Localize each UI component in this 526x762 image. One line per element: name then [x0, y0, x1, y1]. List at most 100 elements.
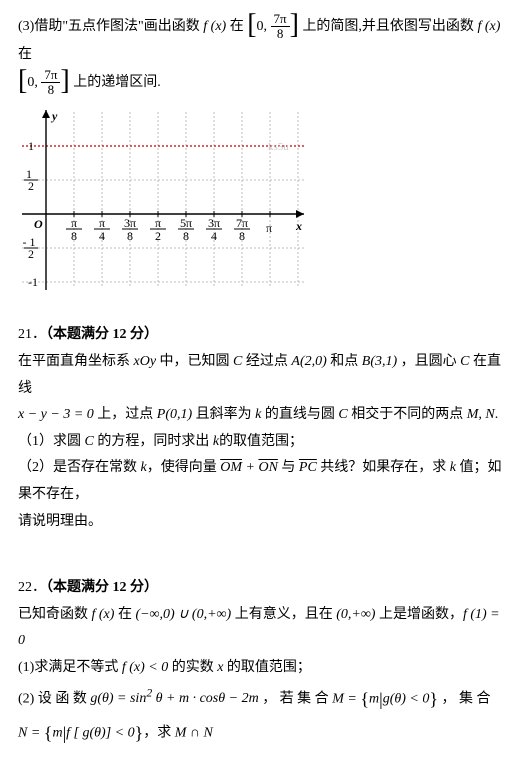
text: 与	[278, 460, 299, 475]
text: 的方程，同时求出	[94, 434, 213, 449]
text: (1)求满足不等式	[18, 660, 122, 675]
xoy: xOy	[134, 354, 157, 369]
svg-text:π: π	[155, 216, 161, 230]
domain: (−∞,0) ∪ (0,+∞)	[135, 607, 231, 622]
brace-r: }	[429, 689, 438, 709]
pc-vector: PC	[299, 460, 317, 475]
bracket-r: ]	[60, 67, 69, 95]
svg-text:8: 8	[239, 229, 245, 243]
brace-l: {	[360, 689, 369, 709]
q-num: 22．	[18, 580, 46, 595]
q22-l1: 已知奇函数 f (x) 在 (−∞,0) ∪ (0,+∞) 上有意义，且在 (0…	[18, 602, 508, 655]
b: B(3,1)	[362, 354, 397, 369]
q21-p2b: 请说明理由。	[18, 509, 508, 536]
plus: +	[242, 460, 258, 475]
q-head: （本题满分 12 分）	[46, 327, 158, 342]
q21-body2: x − y − 3 = 0 上，过点 P(0,1) 且斜率为 k 的直线与圆 C…	[18, 402, 508, 429]
svg-text:y: y	[50, 109, 58, 123]
text: 在	[230, 19, 248, 34]
text: (2) 设 函 数	[18, 691, 90, 706]
text: ，使得向量	[147, 460, 221, 475]
text: 的直线与圆	[261, 407, 338, 422]
q-head: （本题满分 12 分）	[46, 580, 158, 595]
om-vector: OM	[220, 460, 242, 475]
text: 在平面直角坐标系	[18, 354, 134, 369]
spacer	[18, 535, 508, 575]
svg-text:4: 4	[99, 229, 105, 243]
text: ，求	[143, 725, 175, 740]
function-chart: Oyxks5u112- 12-1π8π43π8π25π83π47π8π	[18, 104, 508, 305]
mn: M, N	[467, 407, 495, 422]
svg-text:π: π	[71, 216, 77, 230]
bracket-l: [	[18, 67, 27, 95]
text: （2）是否存在常数	[18, 460, 141, 475]
text: 共线？如果存在，求	[317, 460, 450, 475]
svg-text:7π: 7π	[236, 216, 248, 230]
text: (3)借助"五点作图法"画出函数	[18, 19, 203, 34]
q21-p1: （1）求圆 C 的方程，同时求出 k的取值范围；	[18, 429, 508, 456]
text: 在	[114, 607, 135, 622]
dot: .	[495, 407, 499, 422]
q22-p2: (2) 设 函 数 g(θ) = sin2 θ + m · cosθ − 2m …	[18, 682, 508, 716]
text: ，且圆心	[397, 354, 460, 369]
text: 的实数	[168, 660, 217, 675]
text: 已知奇函数	[18, 607, 92, 622]
g-def: g(θ) = sin2 θ + m · cosθ − 2m	[90, 691, 258, 706]
text: 且斜率为	[192, 407, 255, 422]
svg-text:2: 2	[28, 247, 34, 261]
a: A(2,0)	[291, 354, 326, 369]
q22-p1: (1)求满足不等式 f (x) < 0 的实数 x 的取值范围；	[18, 655, 508, 682]
c: C	[460, 354, 469, 369]
eq: x − y − 3 = 0	[18, 407, 94, 422]
fx: f (x)	[92, 607, 115, 622]
frac: 7π8	[271, 12, 290, 42]
svg-text:π: π	[99, 216, 105, 230]
bracket-l: [	[247, 11, 256, 39]
svg-text:8: 8	[183, 229, 189, 243]
ineq: f (x) < 0	[122, 660, 168, 675]
text: 中，已知圆	[156, 354, 233, 369]
n: N	[18, 725, 27, 740]
svg-text:x: x	[295, 219, 302, 233]
frac: 7π8	[41, 68, 60, 98]
low: 0	[257, 19, 264, 34]
q3-line2: [0, 7π8] 上的递增区间.	[18, 68, 508, 98]
c: C	[338, 407, 347, 422]
q21-p2: （2）是否存在常数 k，使得向量 OM + ON 与 PC 共线？如果存在，求 …	[18, 455, 508, 508]
fx: f (x)	[477, 19, 500, 34]
text: 相交于不同的两点	[348, 407, 467, 422]
low: 0	[27, 75, 34, 90]
svg-text:3π: 3π	[208, 216, 220, 230]
svg-text:4: 4	[211, 229, 217, 243]
svg-text:3π: 3π	[124, 216, 136, 230]
svg-text:2: 2	[155, 229, 161, 243]
text: 的取值范围；	[219, 434, 303, 449]
domain2: (0,+∞)	[336, 607, 375, 622]
q22-p3: N = {m|f [ g(θ)] < 0}，求 M ∩ N	[18, 716, 508, 750]
set: m	[52, 725, 62, 740]
q-num: 21．	[18, 327, 46, 342]
q21: 21．（本题满分 12 分）	[18, 322, 508, 349]
c: C	[233, 354, 242, 369]
m: M	[332, 691, 344, 706]
brace-l: {	[44, 723, 53, 743]
cap: M ∩ N	[175, 725, 213, 740]
bracket-r: ]	[290, 11, 299, 39]
eq: =	[27, 725, 43, 740]
on-vector: ON	[258, 460, 277, 475]
p: P(0,1)	[157, 407, 192, 422]
svg-text:π: π	[266, 221, 272, 235]
text: ， 集 合	[438, 691, 491, 706]
svg-text:ks5u: ks5u	[268, 141, 289, 153]
text: 上是增函数，	[375, 607, 463, 622]
cond: g(θ) < 0	[383, 691, 430, 706]
text: 经过点	[242, 354, 291, 369]
text: 上的递增区间.	[73, 75, 161, 90]
c: C	[85, 434, 94, 449]
svg-text:8: 8	[127, 229, 133, 243]
q22: 22．（本题满分 12 分）	[18, 575, 508, 602]
brace-r: }	[135, 723, 144, 743]
q3-part: (3)借助"五点作图法"画出函数 f (x) 在 [0, 7π8] 上的简图,并…	[18, 12, 508, 68]
svg-text:-1: -1	[28, 275, 38, 289]
set: m	[369, 691, 379, 706]
